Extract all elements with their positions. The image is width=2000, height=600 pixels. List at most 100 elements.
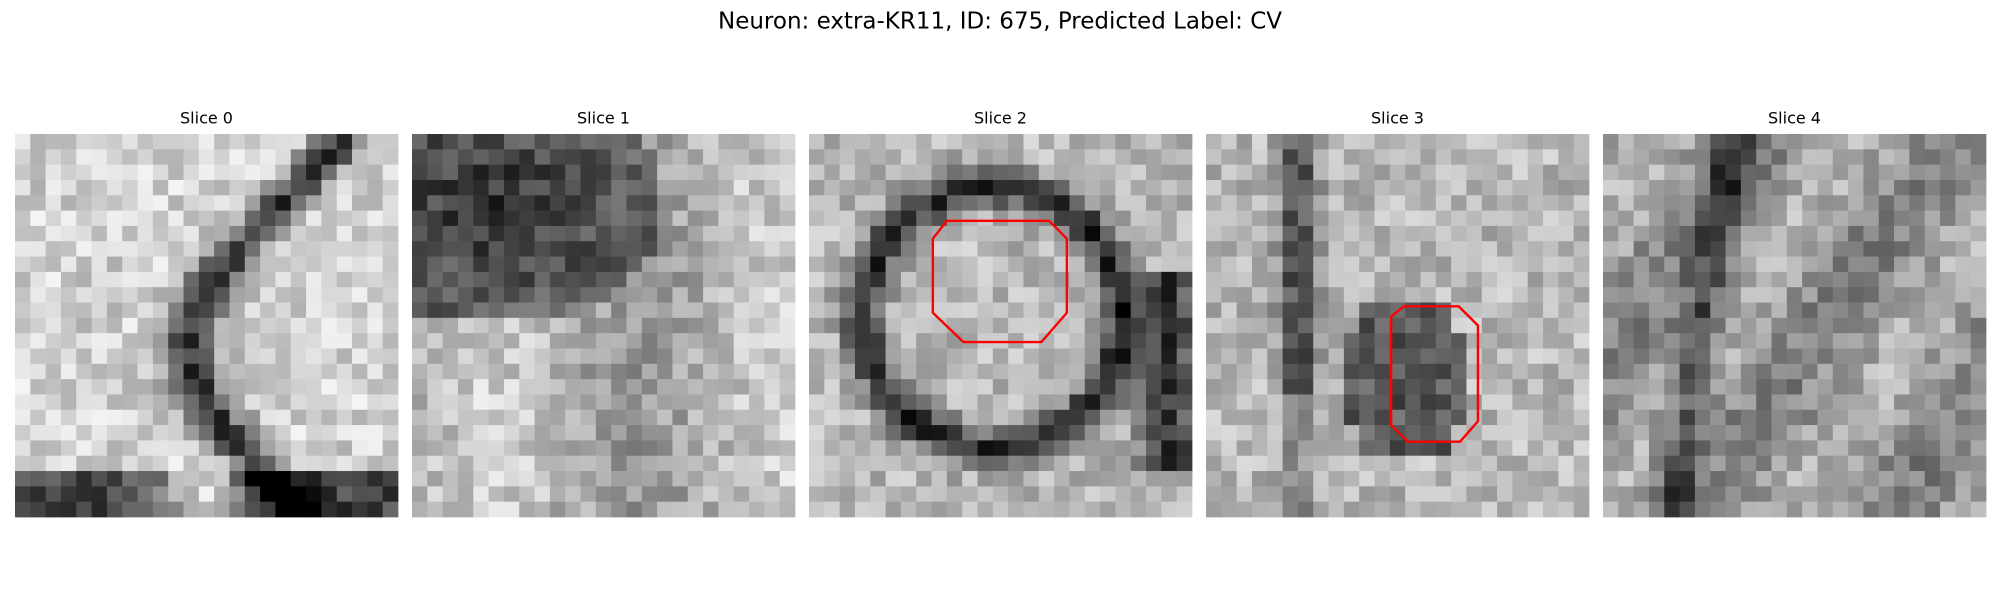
pixel xyxy=(106,256,123,273)
pixel xyxy=(198,471,215,487)
pixel xyxy=(91,379,108,395)
pixel xyxy=(321,317,338,334)
pixel xyxy=(1878,363,1895,380)
pixel xyxy=(1008,363,1024,380)
pixel xyxy=(1161,348,1178,365)
pixel xyxy=(1251,501,1268,518)
pixel xyxy=(1435,225,1452,242)
pixel xyxy=(1710,440,1726,457)
pixel xyxy=(1328,455,1345,472)
pixel xyxy=(519,379,535,395)
pixel xyxy=(1313,271,1329,288)
pixel xyxy=(1313,394,1329,411)
pixel xyxy=(992,134,1009,150)
pixel xyxy=(1543,394,1559,411)
pixel xyxy=(641,486,658,503)
pixel xyxy=(198,149,215,166)
pixel xyxy=(244,164,261,181)
pixel xyxy=(457,409,474,426)
pixel xyxy=(152,363,169,380)
pixel xyxy=(779,394,796,411)
pixel xyxy=(1558,394,1575,411)
pixel xyxy=(519,241,535,257)
pixel xyxy=(839,409,856,426)
pixel xyxy=(427,302,444,319)
pixel xyxy=(565,317,581,334)
pixel xyxy=(1389,348,1406,365)
pixel xyxy=(1970,317,1987,334)
pixel xyxy=(580,379,597,395)
pixel xyxy=(779,164,796,181)
pixel xyxy=(1100,134,1116,150)
pixel xyxy=(1894,302,1910,319)
pixel xyxy=(839,471,856,487)
pixel xyxy=(152,348,169,365)
pixel xyxy=(1694,363,1711,380)
pixel xyxy=(321,363,338,380)
pixel xyxy=(1374,471,1391,487)
pixel xyxy=(45,149,62,166)
pixel xyxy=(626,149,643,166)
pixel xyxy=(168,363,184,380)
pixel xyxy=(611,425,627,441)
pixel xyxy=(1771,287,1788,303)
pixel xyxy=(260,179,276,196)
pixel xyxy=(549,164,566,181)
pixel xyxy=(1466,394,1483,411)
pixel xyxy=(534,379,551,395)
pixel xyxy=(503,287,520,303)
pixel xyxy=(244,225,261,242)
pixel xyxy=(519,134,535,150)
pixel xyxy=(1038,394,1055,411)
pixel xyxy=(1282,486,1299,503)
pixel xyxy=(534,348,551,365)
pixel xyxy=(839,486,856,503)
pixel xyxy=(626,379,643,395)
pixel xyxy=(992,409,1009,426)
pixel xyxy=(1251,225,1268,242)
pixel xyxy=(1435,409,1452,426)
pixel xyxy=(1527,287,1544,303)
pixel xyxy=(1389,149,1406,166)
pixel xyxy=(229,440,246,457)
pixel xyxy=(1924,134,1941,150)
pixel xyxy=(1543,256,1559,273)
pixel xyxy=(809,195,825,211)
pixel xyxy=(854,486,871,503)
pixel xyxy=(91,149,108,166)
pixel xyxy=(1710,348,1726,365)
pixel xyxy=(916,409,932,426)
pixel xyxy=(198,271,215,288)
pixel xyxy=(1558,471,1575,487)
pixel xyxy=(1481,425,1498,441)
pixel xyxy=(1359,134,1375,150)
pixel xyxy=(1878,501,1895,518)
pixel xyxy=(473,409,489,426)
pixel xyxy=(1328,394,1345,411)
pixel xyxy=(1466,501,1483,518)
pixel xyxy=(687,149,704,166)
pixel xyxy=(870,409,886,426)
pixel xyxy=(1848,164,1864,181)
pixel xyxy=(595,471,612,487)
pixel xyxy=(336,225,353,242)
pixel xyxy=(336,425,353,441)
pixel xyxy=(1313,455,1329,472)
pixel xyxy=(1817,317,1834,334)
pixel xyxy=(1618,164,1635,181)
pixel xyxy=(1420,271,1437,288)
pixel xyxy=(565,409,581,426)
pixel xyxy=(733,471,750,487)
pixel xyxy=(336,409,353,426)
pixel xyxy=(183,225,200,242)
pixel xyxy=(672,287,689,303)
image-panel xyxy=(1206,134,1590,518)
pixel xyxy=(1343,164,1360,181)
pixel xyxy=(1497,471,1513,487)
pixel xyxy=(549,195,566,211)
pixel xyxy=(626,195,643,211)
pixel xyxy=(275,271,292,288)
pixel xyxy=(1343,394,1360,411)
pixel xyxy=(779,440,796,457)
pixel xyxy=(503,179,520,196)
